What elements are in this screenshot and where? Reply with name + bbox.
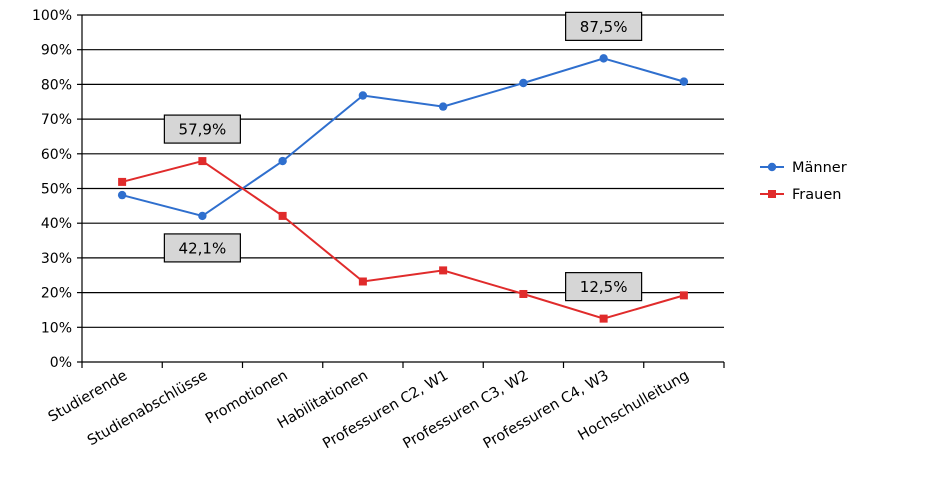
axes	[81, 15, 725, 368]
series-line-Frauen	[121, 160, 685, 320]
annotation-callout: 12,5%	[565, 272, 643, 302]
data-point-Frauen	[198, 157, 207, 166]
x-axis-category-labels: StudierendeStudienabschlüssePromotionenH…	[46, 368, 692, 453]
data-point-Männer	[278, 156, 287, 166]
y-tick-label: 70%	[41, 112, 72, 128]
data-point-Männer	[117, 190, 127, 200]
annotation-box	[565, 11, 643, 41]
data-point-Frauen	[439, 266, 448, 275]
y-tick-label: 20%	[41, 286, 72, 302]
data-point-Frauen	[278, 211, 287, 220]
data-annotations: 57,9% 42,1% 87,5% 12,5%	[163, 11, 643, 302]
annotation-box	[163, 114, 241, 144]
data-point-Frauen	[358, 277, 367, 286]
y-tick-label: 80%	[41, 77, 72, 93]
annotation-callout: 42,1%	[163, 233, 241, 263]
legend-label: Männer	[792, 160, 847, 176]
y-tick-label: 60%	[41, 147, 72, 163]
y-tick-label: 40%	[41, 216, 72, 232]
legend-item-Männer: Männer	[760, 160, 847, 176]
series-line-Männer	[121, 57, 685, 217]
y-tick-label: 10%	[41, 320, 72, 336]
data-point-Männer	[599, 54, 608, 63]
y-tick-label: 100%	[32, 8, 72, 24]
annotation-label: 42,1%	[179, 239, 227, 257]
data-point-Männer	[438, 102, 448, 111]
data-point-Frauen	[679, 291, 688, 300]
y-tick-label: 90%	[41, 43, 72, 59]
annotation-label: 12,5%	[580, 278, 628, 296]
annotation-box	[163, 233, 241, 263]
y-tick-label: 0%	[50, 355, 72, 371]
legend-swatch-marker	[767, 162, 777, 172]
y-tick-label: 50%	[41, 182, 72, 198]
data-point-Frauen	[519, 289, 528, 298]
y-tick-label: 30%	[41, 251, 72, 267]
y-axis-ticks: 0% 10% 20% 30% 40% 50% 60% 70% 80% 90% 100%	[32, 8, 82, 371]
annotation-callout: 57,9%	[163, 114, 241, 144]
data-point-Männer	[198, 211, 207, 221]
annotation-label: 87,5%	[580, 18, 628, 36]
data-point-Männer	[358, 91, 368, 100]
annotation-callout: 87,5%	[565, 11, 643, 41]
data-point-Männer	[519, 78, 528, 88]
series-lines	[121, 57, 685, 320]
annotation-label: 57,9%	[179, 121, 227, 139]
data-point-Frauen	[599, 314, 608, 323]
data-point-Männer	[679, 77, 689, 86]
annotation-box	[565, 272, 643, 302]
series-markers	[117, 54, 689, 323]
legend-item-Frauen: Frauen	[760, 187, 841, 203]
legend: Männer Frauen	[760, 160, 847, 203]
legend-swatch-marker	[768, 190, 776, 198]
data-point-Frauen	[118, 177, 127, 186]
legend-label: Frauen	[792, 187, 841, 203]
